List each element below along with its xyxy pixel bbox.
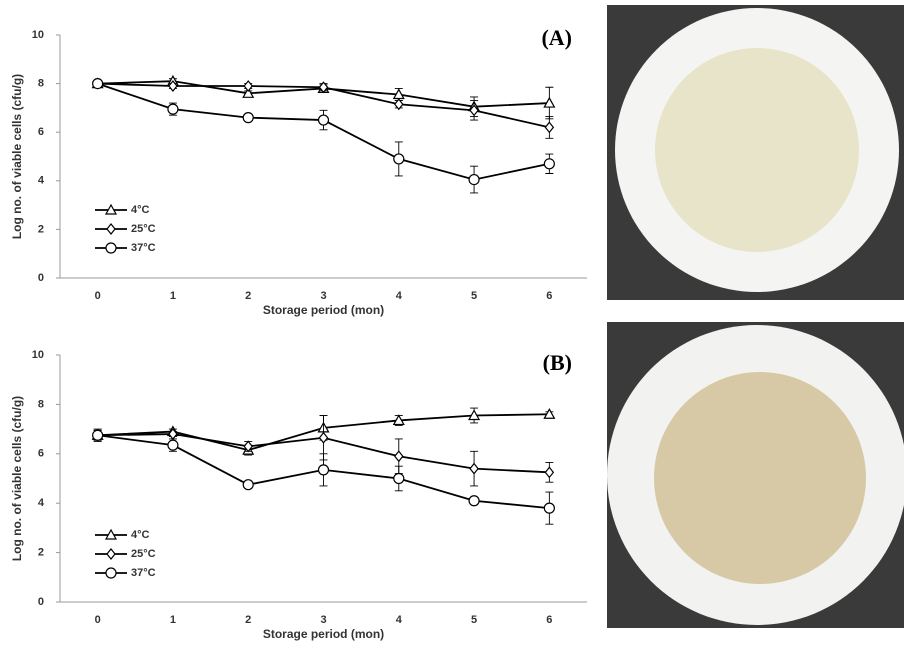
- legend-label: 37°C: [131, 242, 156, 254]
- x-tick-label: 2: [245, 614, 251, 626]
- panel-label: (A): [541, 25, 572, 50]
- marker: [320, 433, 328, 443]
- y-tick-label: 10: [32, 29, 44, 41]
- marker: [394, 474, 404, 484]
- y-tick-label: 2: [38, 547, 44, 559]
- y-tick-label: 10: [32, 349, 44, 361]
- y-tick-label: 4: [38, 175, 45, 187]
- marker: [319, 465, 329, 475]
- legend-marker: [106, 243, 116, 253]
- food-surface: [655, 48, 859, 252]
- legend-marker: [107, 224, 115, 234]
- marker: [244, 81, 252, 91]
- marker: [544, 159, 554, 169]
- marker: [545, 467, 553, 477]
- x-tick-label: 6: [546, 290, 552, 302]
- legend-marker: [107, 549, 115, 559]
- x-tick-label: 3: [320, 290, 326, 302]
- panel-label: (B): [543, 350, 572, 375]
- y-axis-title: Log no. of viable cells (cfu/g): [10, 396, 24, 561]
- marker: [544, 503, 554, 513]
- marker: [168, 104, 178, 114]
- y-tick-label: 2: [38, 223, 44, 235]
- marker: [243, 480, 253, 490]
- marker: [469, 496, 479, 506]
- food-surface: [654, 372, 866, 584]
- x-axis-title: Storage period (mon): [263, 303, 384, 317]
- x-tick-label: 4: [396, 290, 403, 302]
- marker: [469, 175, 479, 185]
- y-tick-label: 4: [38, 497, 45, 509]
- y-tick-label: 6: [38, 448, 44, 460]
- photo-a: [607, 5, 904, 300]
- x-axis-title: Storage period (mon): [263, 627, 384, 641]
- legend-label: 4°C: [131, 204, 150, 216]
- marker: [470, 464, 478, 474]
- marker: [243, 113, 253, 123]
- marker: [545, 122, 553, 132]
- figure: 02468100123456Storage period (mon)Log no…: [0, 0, 904, 648]
- y-axis-title: Log no. of viable cells (cfu/g): [10, 74, 24, 239]
- photo-b: [607, 322, 904, 628]
- legend-label: 37°C: [131, 567, 156, 579]
- x-tick-label: 0: [95, 290, 101, 302]
- marker: [394, 154, 404, 164]
- y-tick-label: 0: [38, 596, 44, 608]
- x-tick-label: 1: [170, 614, 176, 626]
- legend-label: 4°C: [131, 529, 150, 541]
- x-tick-label: 5: [471, 614, 477, 626]
- x-tick-label: 3: [320, 614, 326, 626]
- legend-label: 25°C: [131, 223, 156, 235]
- marker: [168, 440, 178, 450]
- marker: [319, 115, 329, 125]
- marker: [93, 79, 103, 89]
- y-tick-label: 0: [38, 272, 44, 284]
- legend-label: 25°C: [131, 548, 156, 560]
- x-tick-label: 4: [396, 614, 403, 626]
- x-tick-label: 2: [245, 290, 251, 302]
- marker: [93, 430, 103, 440]
- x-tick-label: 0: [95, 614, 101, 626]
- legend-marker: [106, 568, 116, 578]
- x-tick-label: 1: [170, 290, 176, 302]
- marker: [395, 451, 403, 461]
- y-tick-label: 8: [38, 398, 44, 410]
- y-tick-label: 6: [38, 126, 44, 138]
- x-tick-label: 5: [471, 290, 477, 302]
- series-line: [98, 84, 550, 180]
- x-tick-label: 6: [546, 614, 552, 626]
- y-tick-label: 8: [38, 78, 44, 90]
